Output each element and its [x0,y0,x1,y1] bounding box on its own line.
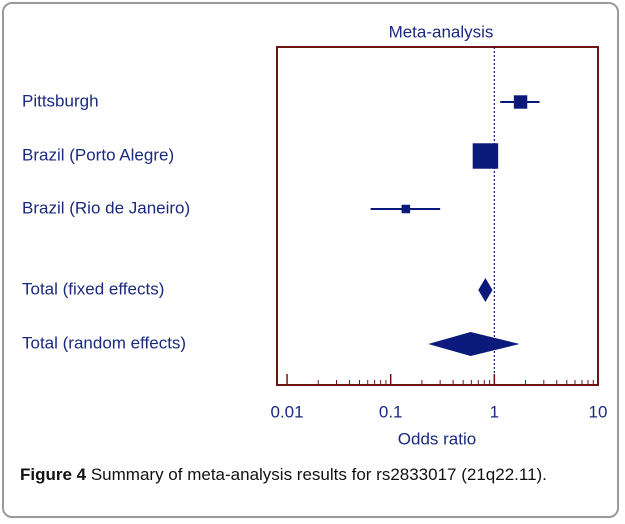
study-estimate [401,204,411,214]
caption-label: Figure 4 [20,465,87,484]
plot-frame [276,46,599,386]
figure-frame [2,2,619,518]
study-label: Brazil (Rio de Janeiro) [22,198,190,217]
caption-text: Summary of meta-analysis results for rs2… [86,465,547,484]
study-estimate [513,95,528,109]
study-estimate [472,143,499,169]
chart: Meta-analysis Odds ratio 0.01 0.1 1 10 Pitts… [22,22,608,448]
chart-title: Meta-analysis [389,22,494,41]
x-tick-label: 0.1 [379,402,403,421]
pooled-diamond [428,332,520,356]
x-tick-label: 0.01 [270,402,303,421]
pooled-label: Total (random effects) [22,333,186,352]
caption: Figure 4 Summary of meta-analysis result… [20,462,580,487]
study-label: Pittsburgh [22,91,99,110]
pooled-diamond [478,278,493,302]
x-tick-label: 1 [490,402,499,421]
x-axis-label: Odds ratio [398,429,476,448]
pooled-label: Total (fixed effects) [22,279,164,298]
x-tick-label: 10 [589,402,608,421]
study-label: Brazil (Porto Alegre) [22,145,174,164]
